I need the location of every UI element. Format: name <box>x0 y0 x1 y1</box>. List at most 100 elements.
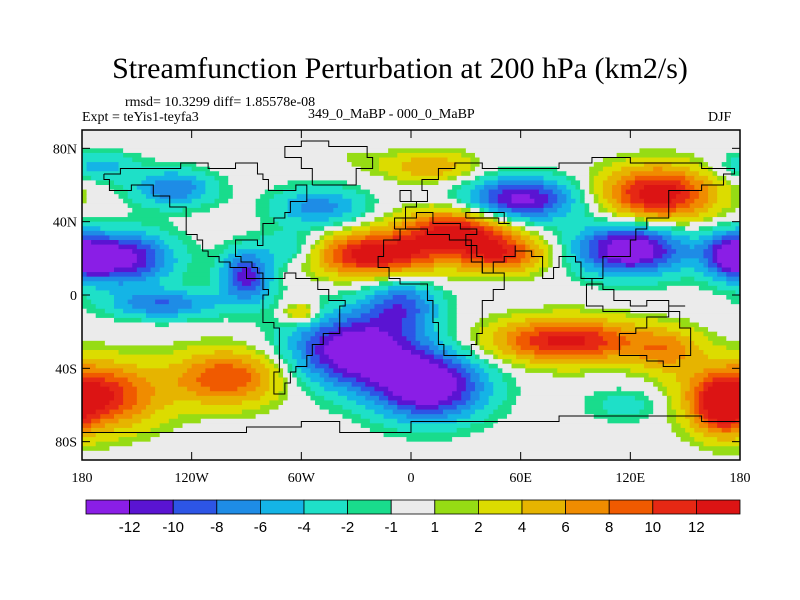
contour-cell <box>694 391 700 397</box>
contour-cell <box>360 221 371 227</box>
contour-cell <box>191 166 211 172</box>
contour-cell <box>420 340 435 347</box>
contour-cell <box>82 152 124 159</box>
contour-cell <box>488 395 508 402</box>
colorbar-swatch <box>259 499 305 515</box>
contour-cell <box>187 267 211 273</box>
contour-cell <box>671 427 686 434</box>
colorbar-swatch <box>85 499 130 515</box>
contour-cell <box>168 418 202 424</box>
contour-cell <box>730 162 740 168</box>
contour-cell <box>351 409 376 415</box>
contour-cell <box>717 285 740 292</box>
contour-cell <box>525 240 535 246</box>
contour-cell <box>433 258 462 264</box>
contour-cell <box>310 377 325 383</box>
contour-cell <box>155 258 165 264</box>
contour-cell <box>479 372 490 379</box>
contour-cell <box>401 221 417 227</box>
contour-cell <box>488 414 508 420</box>
contour-cell <box>168 363 193 369</box>
contour-cell <box>287 391 307 397</box>
contour-cell <box>319 240 325 246</box>
contour-cell <box>584 203 590 209</box>
contour-cell <box>360 244 503 250</box>
contour-cell <box>232 272 238 278</box>
contour-cell <box>497 171 554 177</box>
contour-cell <box>164 285 220 292</box>
contour-cell <box>328 262 344 269</box>
contour-cell <box>150 427 174 434</box>
contour-cell <box>333 207 353 214</box>
contour-cell <box>319 299 330 305</box>
contour-cell <box>411 258 435 264</box>
contour-cell <box>584 258 595 264</box>
contour-cell <box>689 405 695 411</box>
contour-cell <box>484 207 490 214</box>
contour-cell <box>269 409 330 415</box>
contour-cell <box>113 313 147 319</box>
contour-cell <box>283 272 307 278</box>
contour-cell <box>625 262 636 269</box>
contour-cell <box>315 244 325 250</box>
contour-cell <box>666 313 740 319</box>
contour-cell <box>584 189 590 195</box>
contour-cell <box>534 262 549 269</box>
contour-cell <box>465 386 476 392</box>
contour-cell <box>538 267 549 273</box>
contour-cell <box>433 299 449 305</box>
contour-cell <box>662 391 668 397</box>
contour-cell <box>95 304 115 310</box>
contour-cell <box>461 391 472 397</box>
contour-cell <box>260 405 280 411</box>
contour-cell <box>287 308 312 314</box>
contour-cell <box>241 359 261 365</box>
contour-cell <box>82 240 92 246</box>
contour-cell <box>676 359 740 365</box>
contour-cell <box>168 230 188 237</box>
contour-cell <box>191 212 257 218</box>
contour-cell <box>205 368 248 374</box>
contour-cell <box>447 157 472 163</box>
contour-cell <box>82 267 115 273</box>
contour-cell <box>292 368 302 374</box>
contour-cell <box>580 249 590 255</box>
contour-cell <box>82 157 133 163</box>
contour-cell <box>255 203 270 209</box>
contour-cell <box>173 427 371 434</box>
contour-cell <box>671 253 705 259</box>
contour-cell <box>488 372 503 379</box>
contour-cell <box>735 226 740 232</box>
contour-cell <box>662 244 673 250</box>
contour-cell <box>730 267 740 273</box>
contour-cell <box>506 322 531 328</box>
contour-cell <box>305 340 321 347</box>
contour-cell <box>433 285 444 292</box>
contour-cell <box>397 340 412 347</box>
colorbar-swatch <box>172 499 218 515</box>
contour-cell <box>287 345 298 351</box>
contour-cell <box>474 217 485 223</box>
contour-cell <box>145 258 156 264</box>
contour-cell <box>470 363 481 369</box>
coastline-path <box>103 162 308 279</box>
contour-cell <box>237 295 252 301</box>
contour-cell <box>694 437 718 443</box>
contour-cell <box>333 235 348 241</box>
contour-cell <box>602 189 613 195</box>
colorbar-label: -10 <box>162 519 184 536</box>
contour-cell <box>484 258 508 264</box>
contour-cell <box>278 368 284 374</box>
contour-cell <box>493 423 673 429</box>
contour-cell <box>82 308 88 314</box>
contour-cell <box>365 203 376 209</box>
contour-cell <box>301 207 334 214</box>
contour-cell <box>685 226 700 232</box>
contour-cell <box>470 327 481 333</box>
contour-cell <box>557 198 567 204</box>
contour-cell <box>566 175 577 182</box>
contour-cell <box>525 244 531 250</box>
contour-cell <box>598 272 663 278</box>
contour-cell <box>580 244 590 250</box>
contour-cell <box>145 308 179 314</box>
